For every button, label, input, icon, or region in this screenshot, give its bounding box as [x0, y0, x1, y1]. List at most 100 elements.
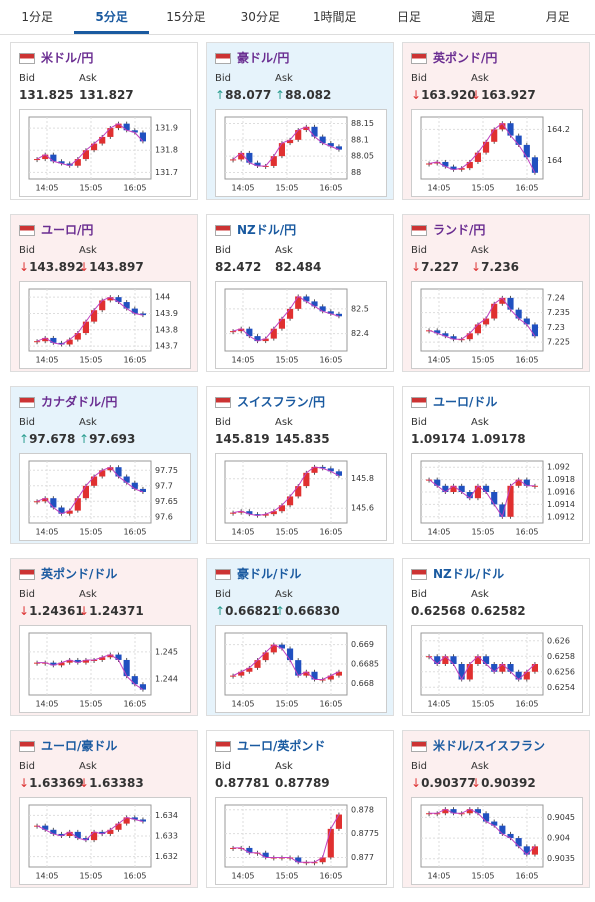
pair-name[interactable]: 英ポンド/ドル [41, 567, 118, 581]
close-line [428, 655, 536, 681]
quote-card[interactable]: ユーロ/円 Bid Ask ↓143.892 ↓143.897 144 143.9 143.8… [10, 214, 198, 372]
chart-bg [19, 797, 191, 885]
y-tick-label: 0.877 [351, 853, 374, 862]
candle [458, 664, 465, 680]
quote-card[interactable]: 米ドル/円 Bid Ask 131.825 131.827 131.9 131.8 131.7… [10, 42, 198, 200]
y-tick-label: 97.65 [155, 497, 178, 506]
y-tick-label: 0.669 [351, 640, 374, 649]
quote-card[interactable]: 英ポンド/ドル Bid Ask ↓1.24361 ↓1.24371 1.245 1.244 1… [10, 558, 198, 716]
pair-name[interactable]: NZドル/円 [237, 223, 297, 237]
pair-name[interactable]: 豪ドル/円 [237, 51, 290, 65]
x-tick-label: 14:05 [35, 356, 58, 365]
pair-name[interactable]: カナダドル/円 [41, 395, 118, 409]
mini-chart: 0.878 0.8775 0.877 14:05 15:05 16:05 [215, 797, 387, 885]
ask-label: Ask [471, 589, 489, 600]
candle [91, 831, 98, 841]
tab[interactable]: 週足 [471, 10, 496, 24]
candle [491, 303, 498, 319]
candle [82, 321, 89, 334]
pair-name[interactable]: 豪ドル/ドル [237, 567, 302, 581]
ask-value: ↓1.24371 [79, 604, 144, 618]
candle [270, 156, 277, 166]
ask-value: 0.62582 [471, 604, 526, 618]
ask-value: ↑0.66830 [275, 604, 340, 618]
tab[interactable]: 5分足 [74, 0, 149, 34]
quote-card[interactable]: 英ポンド/円 Bid Ask ↓163.920 ↓163.927 164.2 164 14:0… [402, 42, 590, 200]
pair-name[interactable]: ユーロ/円 [41, 223, 94, 237]
candle [466, 664, 473, 680]
candle [311, 466, 318, 473]
quote-card[interactable]: ユーロ/豪ドル Bid Ask ↓1.63369 ↓1.63383 1.634 1.633 1… [10, 730, 198, 888]
candle [531, 485, 538, 487]
candle [466, 492, 473, 499]
candle [58, 833, 65, 836]
chart-bg [19, 625, 191, 713]
candle [474, 324, 481, 334]
tab[interactable]: 日足 [397, 10, 422, 24]
pair-name[interactable]: ランド/円 [433, 223, 486, 237]
trend-arrow: ↑ [215, 604, 226, 618]
candle [491, 821, 498, 826]
trend-arrow: ↓ [471, 88, 482, 102]
x-tick-label: 16:05 [319, 528, 342, 537]
pair-name[interactable]: ユーロ/ドル [433, 395, 498, 409]
candle [499, 825, 506, 834]
bid-value: 82.472 [215, 260, 261, 274]
quote-card[interactable]: NZドル/ドル Bid Ask 0.62568 0.62582 0.626 0.6258 0.… [402, 558, 590, 716]
quote-card[interactable]: 豪ドル/ドル Bid Ask ↑0.66821 ↑0.66830 0.669 0.6685 0… [206, 558, 394, 716]
trend-arrow: ↓ [411, 260, 422, 274]
candle [74, 159, 81, 166]
candle [270, 644, 277, 653]
chart-bg [411, 281, 583, 369]
y-tick-label: 164.2 [547, 125, 570, 134]
pair-name[interactable]: NZドル/ドル [433, 567, 505, 581]
pair-name[interactable]: 米ドル/スイスフラン [433, 739, 546, 753]
tab[interactable]: 1分足 [21, 10, 53, 24]
candle [246, 667, 253, 672]
close-line [232, 295, 340, 342]
candle [131, 676, 138, 685]
x-tick-label: 15:05 [275, 356, 298, 365]
trend-arrow: ↑ [275, 88, 286, 102]
y-tick-label: 143.9 [155, 309, 178, 318]
pair-name[interactable]: 英ポンド/円 [433, 51, 498, 65]
tab[interactable]: 15分足 [166, 10, 206, 24]
quote-card[interactable]: カナダドル/円 Bid Ask ↑97.678 ↑97.693 97.75 97.7 97.6… [10, 386, 198, 544]
candle [458, 485, 465, 492]
candle [515, 135, 522, 145]
quote-card[interactable]: 米ドル/スイスフラン Bid Ask ↓0.90377 ↓0.90392 0.9045 0.… [402, 730, 590, 888]
candle [319, 306, 326, 312]
x-tick-label: 15:05 [275, 184, 298, 193]
candle [287, 139, 294, 144]
candle [74, 659, 81, 663]
tab[interactable]: 30分足 [240, 10, 280, 24]
x-tick-label: 16:05 [123, 528, 146, 537]
ask-price: 0.66830 [285, 604, 340, 618]
pair-name[interactable]: ユーロ/英ポンド [237, 739, 326, 753]
y-tick-label: 131.7 [155, 168, 178, 177]
x-tick-label: 15:05 [79, 528, 102, 537]
quote-card[interactable]: ランド/円 Bid Ask ↓7.227 ↓7.236 7.24 7.235 7.23 7.22… [402, 214, 590, 372]
quote-card[interactable]: NZドル/円 Bid Ask 82.472 82.484 82.5 82.4 14:05 15:… [206, 214, 394, 372]
pair-name[interactable]: 米ドル/円 [41, 51, 94, 65]
y-tick-label: 0.9035 [547, 854, 575, 863]
flag-icon [19, 569, 35, 580]
quote-card[interactable]: ユーロ/英ポンド Bid Ask 0.87781 0.87789 0.878 0.8775 0… [206, 730, 394, 888]
quote-card[interactable]: 豪ドル/円 Bid Ask ↑88.077 ↑88.082 88.15 88.1 88.05 8… [206, 42, 394, 200]
pair-name[interactable]: スイスフラン/円 [237, 395, 326, 409]
candle [450, 809, 457, 814]
candle [91, 659, 98, 661]
bid-price: 143.892 [29, 260, 84, 274]
tab[interactable]: 1時間足 [312, 10, 357, 24]
ask-price: 145.835 [275, 432, 330, 446]
quote-card[interactable]: スイスフラン/円 Bid Ask 145.819 145.835 145.8 145.6 14… [206, 386, 394, 544]
pair-name[interactable]: ユーロ/豪ドル [41, 739, 118, 753]
bid-value: ↓1.24361 [19, 604, 84, 618]
candle [335, 814, 342, 829]
tab[interactable]: 月足 [545, 10, 570, 24]
candle [34, 159, 41, 161]
candle [450, 166, 457, 170]
plot-frame [224, 288, 348, 352]
x-tick-label: 14:05 [427, 528, 450, 537]
quote-card[interactable]: ユーロ/ドル Bid Ask 1.09174 1.09178 1.092 1.0918 1.0… [402, 386, 590, 544]
